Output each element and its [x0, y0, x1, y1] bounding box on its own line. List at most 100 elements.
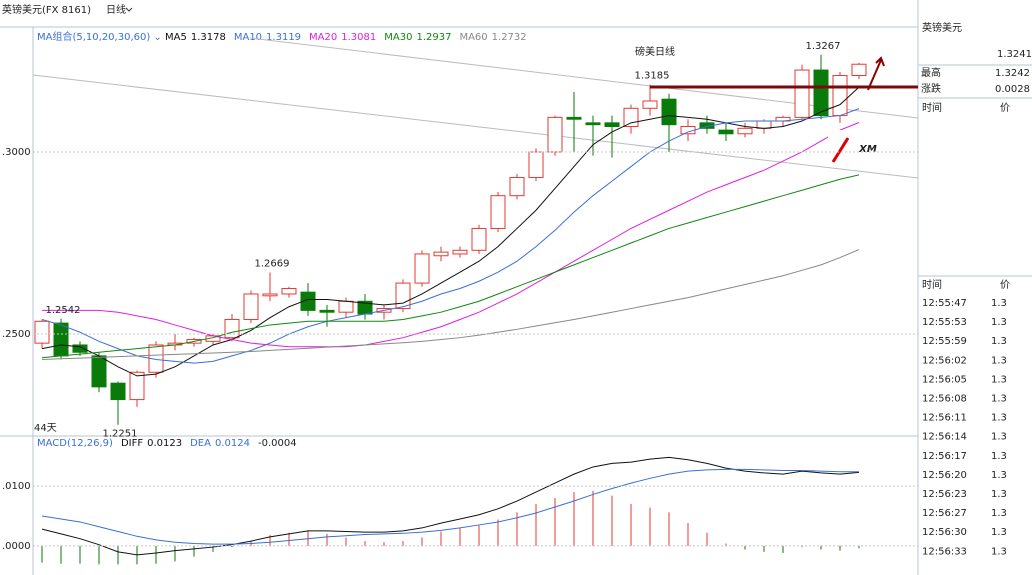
legend-value: 0.0124 [215, 438, 250, 449]
ma-line [41, 108, 860, 364]
candle-body [642, 100, 658, 109]
tick-time: 12:55:53 [922, 317, 967, 328]
candle-body [756, 120, 772, 129]
legend-value: 0.0123 [147, 438, 182, 449]
legend-value: 1.2732 [492, 32, 527, 43]
candle-body [281, 288, 297, 295]
change-label: 涨跌 [921, 82, 941, 95]
tick-price: 1.3 [991, 317, 1007, 328]
candle-body [110, 382, 126, 401]
tick-price: 1.3 [991, 546, 1007, 557]
y-tick-label: .2500 [2, 329, 31, 340]
ma-label[interactable]: MA组合(5,10,20,30,60) [37, 30, 150, 43]
candle-body [72, 344, 88, 353]
candle-body [224, 318, 240, 339]
toolbar-period[interactable]: 日线 [106, 3, 126, 16]
candle-body [319, 309, 335, 313]
candle-body [661, 98, 677, 126]
tick-time: 12:56:30 [922, 527, 967, 538]
ma-line [41, 86, 860, 377]
candle-body [623, 107, 639, 127]
candle-body [490, 195, 506, 229]
tick-time: 12:55:59 [922, 336, 967, 347]
candle-body [832, 75, 848, 117]
legend-name: MA5 [165, 32, 187, 43]
dropdown-icon[interactable] [125, 7, 133, 12]
legend-name: MA10 [234, 32, 262, 43]
candle-body [528, 151, 544, 178]
high-label: 1.2669 [255, 259, 290, 270]
logo-text: XM [858, 144, 877, 155]
tick-price: 1.3 [991, 451, 1007, 462]
candle-body [547, 116, 563, 153]
macd-line [41, 456, 860, 556]
candle-body [433, 251, 449, 257]
time-header: 时间 [922, 278, 942, 291]
legend-name: MA60 [459, 32, 487, 43]
candle-body [794, 69, 810, 118]
legend-name: DEA [190, 438, 211, 449]
candle-body [34, 320, 50, 344]
tick-price: 1.3 [991, 432, 1007, 443]
toolbar [0, 0, 918, 18]
y-tick-label: .0000 [2, 541, 31, 552]
price-plot [34, 54, 867, 425]
candle-body [129, 371, 145, 401]
high-label: 最高 [921, 66, 941, 79]
macd-label: MACD(12,26,9) [37, 438, 113, 449]
high-label: 1.3267 [806, 41, 841, 52]
candle-body [471, 227, 487, 251]
logo-accent [831, 137, 850, 163]
legend-value: 1.3081 [341, 32, 376, 43]
tick-price: 1.3 [991, 527, 1007, 538]
tick-time: 12:56:23 [922, 489, 967, 500]
legend-name: MA30 [384, 32, 412, 43]
quote-price: 1.3241 [997, 49, 1032, 60]
chart-title: 磅美日线 [635, 45, 675, 58]
tick-time: 12:55:47 [922, 298, 967, 309]
price-header: 价 [1000, 102, 1010, 114]
tick-time: 12:56:17 [922, 451, 967, 462]
tick-time: 12:56:14 [922, 432, 967, 443]
candle-body [300, 291, 316, 311]
ma-legend: MA组合(5,10,20,30,60) ⌄ [37, 30, 162, 43]
tick-price: 1.3 [991, 374, 1007, 385]
tick-price: 1.3 [991, 489, 1007, 500]
candle-body [509, 176, 525, 197]
high-value: 1.3242 [995, 68, 1030, 79]
tick-price: 1.3 [991, 470, 1007, 481]
tick-time: 12:56:05 [922, 374, 967, 385]
legend-name: MA20 [309, 32, 337, 43]
tick-time: 12:56:11 [922, 413, 967, 424]
tick-time: 12:56:02 [922, 355, 967, 366]
tick-price: 1.3 [991, 508, 1007, 519]
toolbar-symbol[interactable]: 英镑美元(FX 8161) [2, 3, 91, 16]
time-header: 时间 [922, 101, 942, 114]
legend-value: 1.2937 [416, 32, 451, 43]
candle-body [414, 253, 430, 284]
price-header: 价 [1000, 279, 1010, 291]
candle-body [53, 322, 69, 357]
tick-price: 1.3 [991, 394, 1007, 405]
y-tick-label: .0100 [2, 481, 31, 492]
tick-time: 12:56:27 [922, 508, 967, 519]
macd-plot [41, 456, 860, 565]
legend-name: DIFF [121, 438, 143, 449]
candle-body [813, 69, 829, 117]
macd-legend: MACD(12,26,9) DIFF 0.0123 DEA 0.0124 -0.0004 [37, 438, 297, 449]
tick-price: 1.3 [991, 298, 1007, 309]
trend-line [32, 74, 919, 179]
candle-body [851, 63, 867, 77]
tick-time: 12:56:20 [922, 470, 967, 481]
change-value: 0.0028 [995, 84, 1030, 95]
candle-body [338, 300, 354, 313]
macd-line [41, 468, 859, 545]
candle-body [585, 122, 601, 126]
arrow [867, 56, 885, 91]
high-label: 1.2542 [46, 305, 81, 316]
quote-panel: 英镑美元 1.3241 最高 1.3242 涨跌 0.0028 时间 价 时间 … [918, 21, 1032, 557]
low-label: 1.2251 [103, 429, 138, 440]
tick-list: 12:55:47 1.3 12:55:53 1.3 12:55:59 1.3 12:56:0… [922, 298, 1007, 557]
ma-line [42, 122, 860, 348]
